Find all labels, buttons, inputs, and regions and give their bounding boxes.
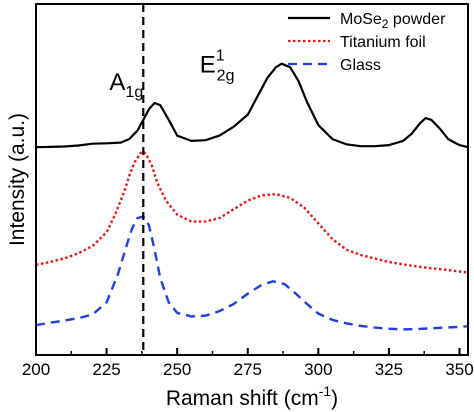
plot-frame (35, 3, 469, 356)
x-tick-label-0: 200 (22, 360, 50, 379)
x-ticks: 200 225 250 275 300 325 350 (22, 348, 474, 379)
legend-label-2: Glass (340, 57, 381, 74)
annotations: A1g E1 2g (109, 47, 234, 101)
x-axis-title-main: Raman shift (cm (166, 387, 319, 410)
series-layer (35, 62, 469, 331)
series-line-0 (35, 62, 469, 149)
peak-label-1: E1 2g (200, 47, 235, 84)
peak-label-0: A1g (109, 69, 143, 101)
series-line-2 (35, 215, 469, 331)
legend: MoSe2 powder Titanium foil Glass (288, 11, 446, 74)
x-axis-title: Raman shift (cm-1) (166, 383, 338, 410)
x-tick-label-2: 250 (163, 360, 191, 379)
legend-label-0: MoSe2 powder (340, 11, 446, 31)
x-axis-title-end: ) (331, 387, 338, 410)
series-line-1 (35, 150, 469, 274)
x-tick-label-3: 275 (234, 360, 262, 379)
x-tick-label-6: 350 (445, 360, 473, 379)
x-tick-label-5: 325 (375, 360, 403, 379)
x-tick-label-1: 225 (92, 360, 120, 379)
x-axis-title-superscript: -1 (319, 383, 332, 399)
x-tick-label-4: 300 (304, 360, 332, 379)
y-axis-title: Intensity (a.u.) (6, 113, 29, 246)
legend-label-1: Titanium foil (340, 34, 426, 51)
